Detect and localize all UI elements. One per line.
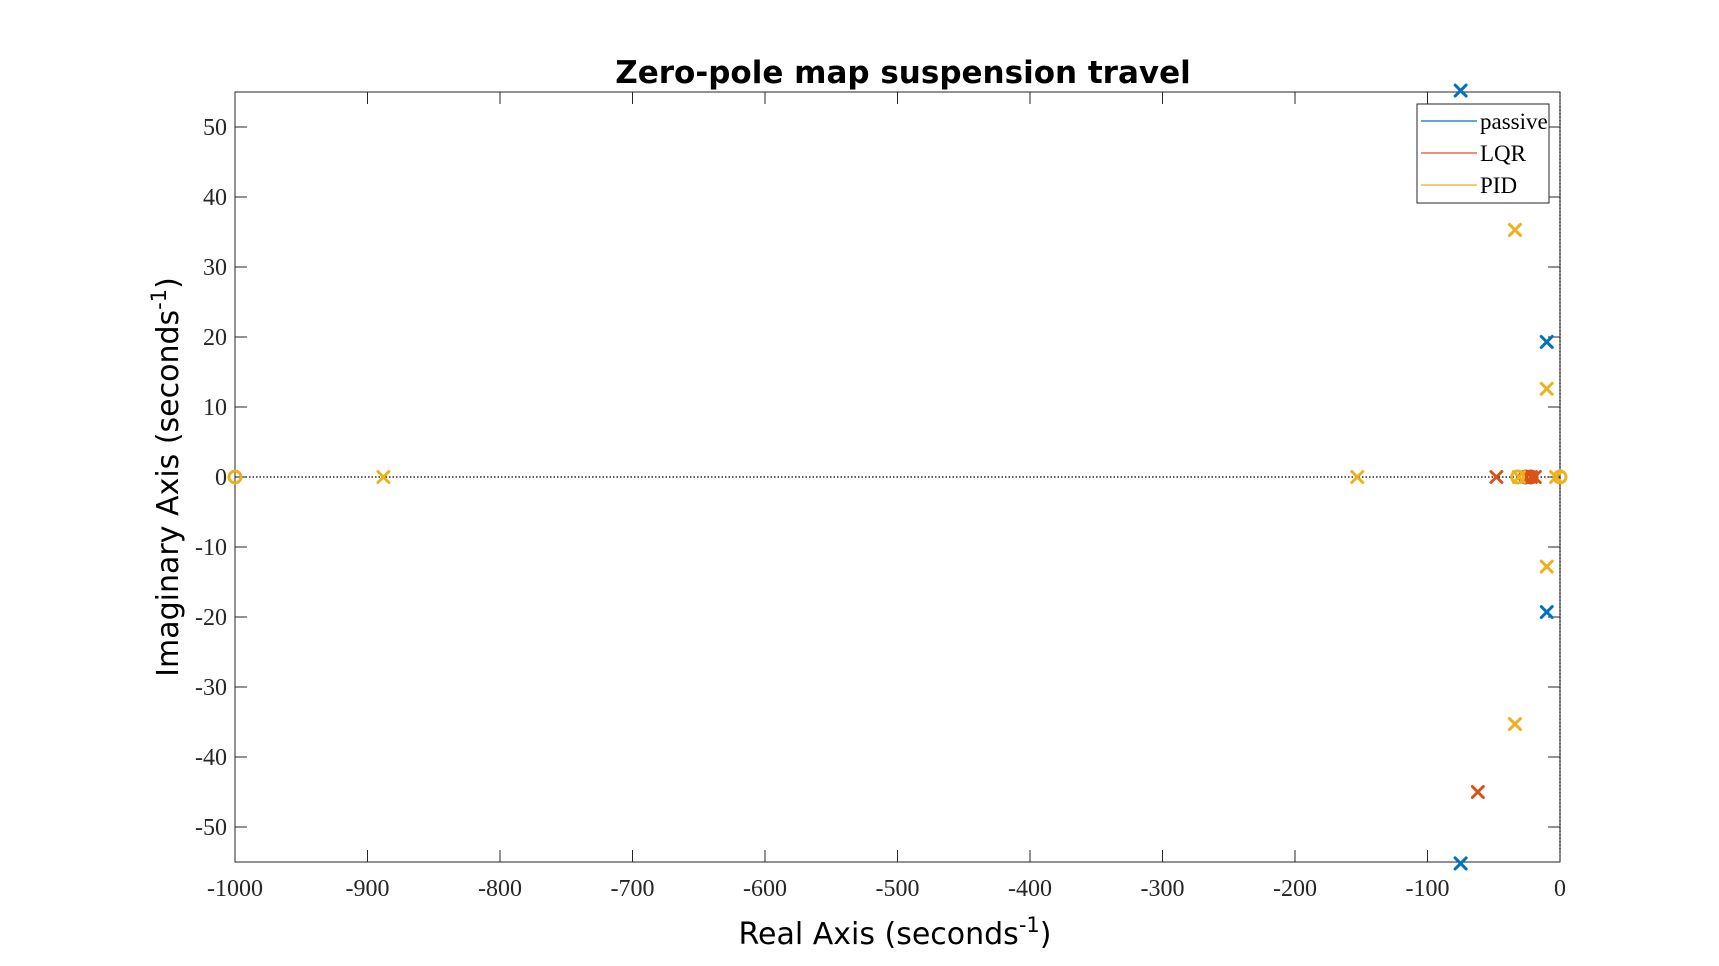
pole-marker-pid (1507, 222, 1522, 237)
chart-title: Zero-pole map suspension travel (615, 55, 1190, 91)
y-axis-label: Imaginary Axis (seconds-1) (147, 277, 186, 677)
y-tick-label: -10 (195, 535, 227, 561)
x-tick-label: -1000 (207, 876, 263, 902)
y-axis-label-base: Imaginary Axis (seconds (151, 310, 186, 677)
x-tick-label: -400 (1008, 876, 1052, 902)
y-tick-label: 0 (215, 465, 227, 491)
pole-marker-pid (1507, 717, 1522, 732)
y-tick-label: 50 (203, 115, 227, 141)
x-tick-label: -900 (346, 876, 390, 902)
x-tick-label: -200 (1273, 876, 1317, 902)
y-axis-label-tail: ) (151, 277, 186, 289)
x-axis-label: Real Axis (seconds-1) (739, 913, 1052, 952)
legend-label-passive: passive (1480, 109, 1548, 134)
y-tick-label: 40 (203, 185, 227, 211)
y-tick-label: -20 (195, 605, 227, 631)
pole-marker-passive (1453, 83, 1468, 98)
x-tick-label: -100 (1406, 876, 1450, 902)
legend-label-lqr: LQR (1480, 141, 1527, 166)
y-tick-label: 10 (203, 395, 227, 421)
pole-marker-pid (1511, 470, 1526, 484)
pole-marker-lqr (1470, 785, 1485, 799)
pole-marker-pid (1539, 559, 1554, 574)
x-axis-label-base: Real Axis (seconds (739, 917, 1019, 952)
pole-marker-lqr (1523, 470, 1538, 484)
x-tick-label: -300 (1141, 876, 1185, 902)
pole-marker-passive (1539, 334, 1554, 349)
y-tick-label: 20 (203, 325, 227, 351)
legend: passive LQR PID (1416, 103, 1550, 204)
x-ticks: -1000 -900 -800 -700 -600 -500 -400 -300 -200 -10… (207, 92, 1566, 902)
pole-marker-pid (376, 470, 391, 484)
legend-items: passive LQR PID (1421, 109, 1548, 198)
zero-marker-pid (1510, 469, 1526, 485)
pole-marker-pid (1350, 470, 1365, 484)
x-tick-label: -600 (743, 876, 787, 902)
x-tick-label: -500 (876, 876, 920, 902)
legend-label-pid: PID (1480, 173, 1517, 198)
x-axis-label-tail: ) (1040, 917, 1052, 952)
pole-marker-passive (1453, 856, 1468, 871)
x-tick-label: -700 (611, 876, 655, 902)
x-tick-label: 0 (1554, 876, 1566, 902)
y-tick-label: -30 (195, 675, 227, 701)
plot-area: -1000 -900 -800 -700 -600 -500 -400 -300 -200 -10… (195, 83, 1568, 902)
pole-marker-pid (1539, 381, 1554, 396)
markers (227, 83, 1568, 871)
pole-marker-lqr (1489, 470, 1504, 484)
y-axis-label-sup: -1 (147, 289, 171, 310)
pole-marker-passive (1539, 605, 1554, 620)
y-ticks: -50 -40 -30 -20 -10 0 10 20 30 40 50 (195, 115, 1560, 841)
y-tick-label: -40 (195, 745, 227, 771)
x-tick-label: -800 (478, 876, 522, 902)
pole-marker-lqr (1527, 470, 1542, 484)
x-axis-label-sup: -1 (1019, 913, 1040, 937)
zero-marker-pid (227, 469, 243, 485)
y-tick-label: 30 (203, 255, 227, 281)
pole-marker-pid (1549, 470, 1564, 484)
y-tick-label: -50 (195, 815, 227, 841)
